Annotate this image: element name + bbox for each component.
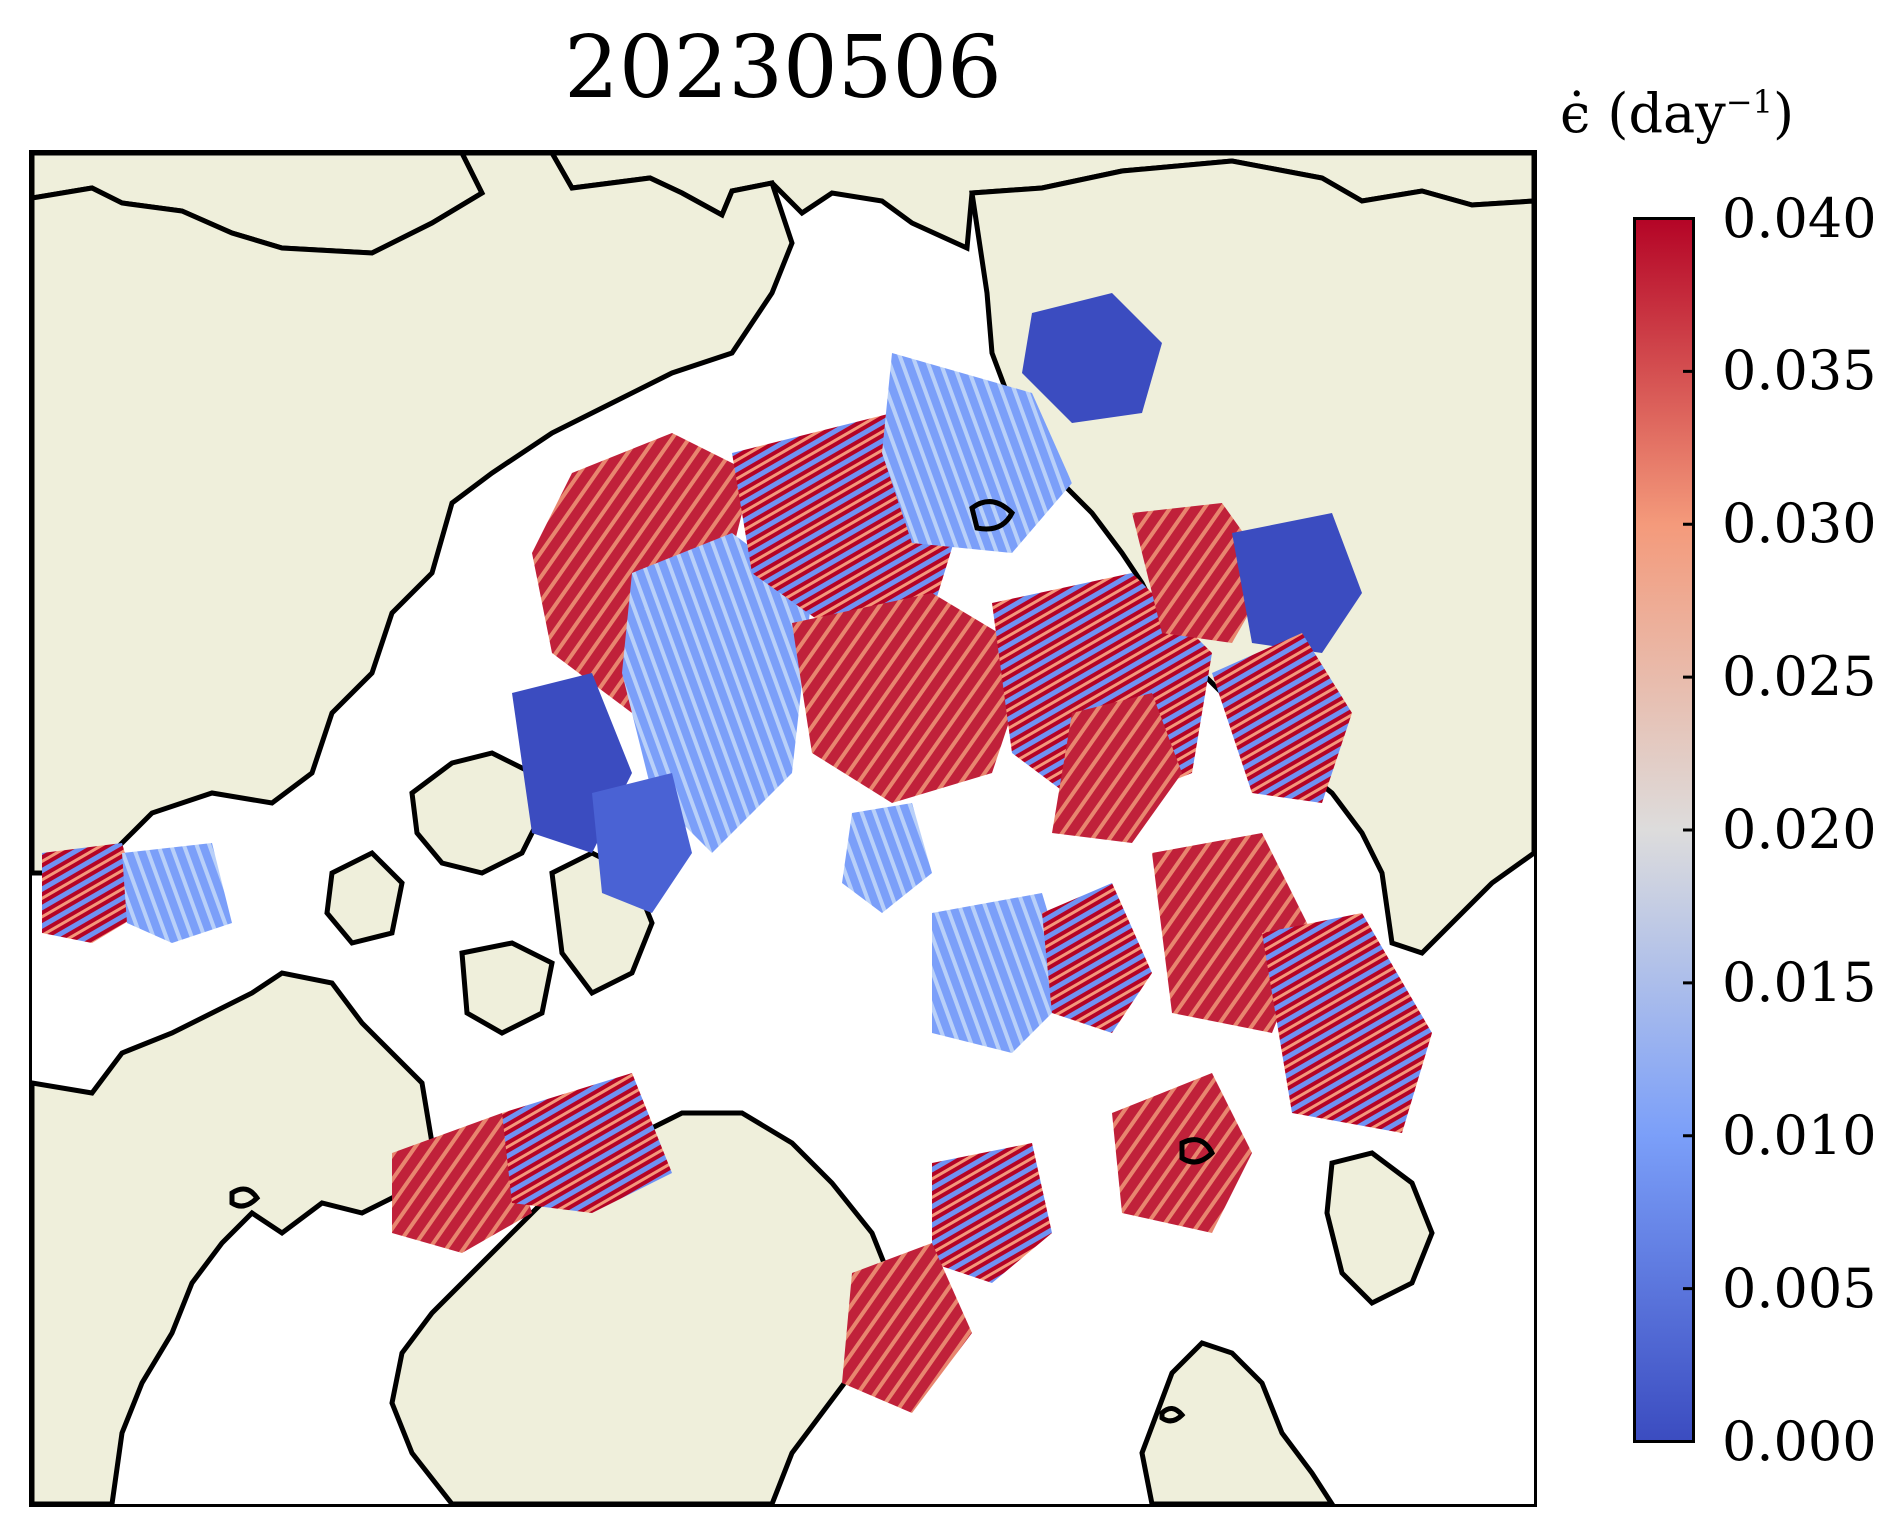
colorbar-tick-label: 0.000 (1722, 1409, 1877, 1473)
colorbar-label-symbol: ϵ̇ (1560, 82, 1591, 145)
colorbar-label-close: ) (1772, 82, 1795, 145)
colorbar-tick-label: 0.020 (1722, 798, 1877, 861)
deformation-swaths (42, 293, 1432, 1413)
colorbar-tick-label: 0.040 (1722, 186, 1877, 250)
colorbar-label-exponent: −1 (1725, 83, 1773, 121)
colorbar-tick-label: 0.035 (1722, 339, 1877, 403)
colorbar-label-unit: (day (1607, 82, 1726, 145)
colorbar-tick-label: 0.030 (1722, 492, 1877, 556)
colorbar-tick-label: 0.025 (1722, 645, 1877, 709)
arctic-map (32, 153, 1534, 1504)
colorbar-tick-label: 0.015 (1722, 950, 1877, 1014)
map-title: 20230506 (564, 18, 1002, 118)
coastline-details (229, 499, 1216, 1424)
colorbar-ticks (1683, 217, 1695, 1443)
colorbar-tick-label: 0.005 (1722, 1256, 1877, 1320)
colorbar (1633, 217, 1695, 1443)
colorbar-tick-label: 0.010 (1722, 1103, 1877, 1167)
colorbar-label: ϵ̇ (day−1) (1560, 82, 1900, 145)
land-masses (32, 153, 1534, 1504)
map-panel (29, 150, 1537, 1507)
